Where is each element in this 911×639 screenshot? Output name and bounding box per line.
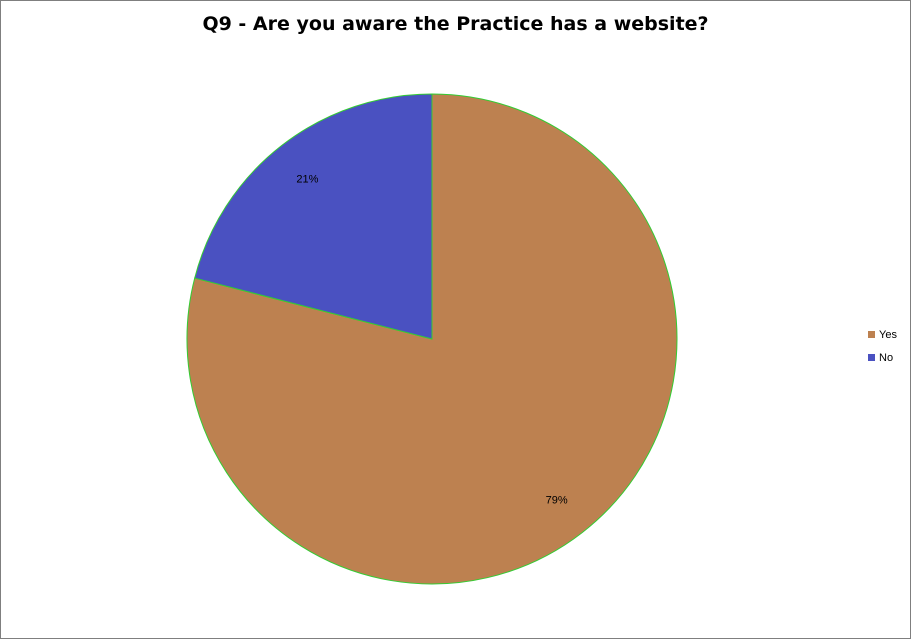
data-label-yes: 79% [546,495,568,507]
legend-label-yes: Yes [879,328,897,341]
chart-title: Q9 - Are you aware the Practice has a we… [202,13,709,35]
legend-item-no: No [868,346,897,369]
pie-slice-no [194,93,433,340]
legend: Yes No [868,323,897,369]
pie-slice-yes [186,93,678,585]
data-label-no: 21% [296,173,318,185]
legend-swatch-no [868,354,875,361]
legend-label-no: No [879,351,894,364]
legend-swatch-yes [868,331,875,338]
legend-item-yes: Yes [868,323,897,346]
